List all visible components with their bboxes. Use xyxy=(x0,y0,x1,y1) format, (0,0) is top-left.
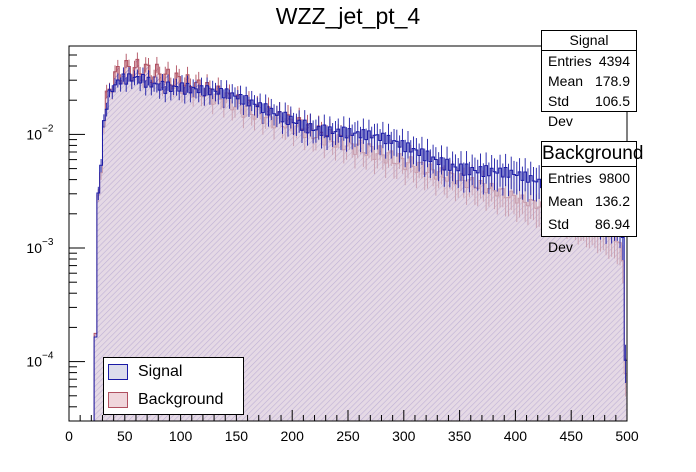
stats-signal-mean: 178.9 xyxy=(594,73,630,89)
x-tick-label: 350 xyxy=(448,428,472,444)
chart-title: WZZ_jet_pt_4 xyxy=(276,3,421,29)
legend-item-background: Background xyxy=(104,386,243,414)
stats-signal-mean-row: Mean 178.9 xyxy=(542,71,636,91)
y-tick-label: 10 xyxy=(26,240,42,256)
stats-label: Std Dev xyxy=(548,93,573,129)
x-tick-label: 450 xyxy=(560,428,584,444)
stats-background-mean: 136.2 xyxy=(594,193,630,209)
stats-signal-title: Signal xyxy=(542,31,636,51)
legend-label-signal: Signal xyxy=(138,363,183,380)
stats-signal-stddev: 106.5 xyxy=(594,93,630,109)
x-tick-label: 300 xyxy=(392,428,416,444)
stats-background-title: Background xyxy=(542,142,643,167)
stats-background-entries: 9800 xyxy=(598,170,630,186)
x-tick-label: 100 xyxy=(169,428,193,444)
x-tick-label: 250 xyxy=(336,428,360,444)
x-tick-label: 400 xyxy=(504,428,528,444)
stats-label: Std Dev xyxy=(548,216,573,255)
x-tick-label: 500 xyxy=(615,428,639,444)
series-layer xyxy=(69,52,628,422)
stats-box-signal: Signal Entries 4394 Mean 178.9 Std Dev 1… xyxy=(541,30,637,129)
legend-swatch-signal xyxy=(108,364,128,380)
stats-background-entries-row: Entries 9800 xyxy=(542,167,636,190)
stats-box-background: Background Entries 9800 Mean 136.2 Std D… xyxy=(541,141,643,255)
y-tick-exponent: −2 xyxy=(42,123,54,134)
legend-item-signal: Signal xyxy=(104,358,243,386)
legend-swatch-background xyxy=(108,392,128,408)
x-tick-label: 0 xyxy=(65,428,73,444)
y-tick-label: 10 xyxy=(26,126,42,142)
stats-label: Mean xyxy=(548,193,584,209)
x-tick-label: 50 xyxy=(117,428,133,444)
legend: Signal Background xyxy=(103,357,244,415)
x-tick-label: 150 xyxy=(225,428,249,444)
stats-label: Entries xyxy=(548,53,592,69)
stats-signal-stddev-row: Std Dev 106.5 xyxy=(542,91,636,129)
y-tick-exponent: −4 xyxy=(42,351,54,362)
stats-label: Mean xyxy=(548,73,584,89)
stats-background-mean-row: Mean 136.2 xyxy=(542,190,636,213)
legend-label-background: Background xyxy=(138,391,224,408)
stats-background-stddev: 86.94 xyxy=(594,216,630,232)
y-tick-label: 10 xyxy=(26,354,42,370)
stats-signal-entries-row: Entries 4394 xyxy=(542,51,636,71)
y-tick-exponent: −3 xyxy=(42,237,54,248)
x-tick-label: 200 xyxy=(281,428,305,444)
axes: 0 50 100 150 200 250 300 350 400 450 50010−410−310… xyxy=(26,45,639,444)
stats-signal-entries: 4394 xyxy=(598,53,630,69)
stats-background-stddev-row: Std Dev 86.94 xyxy=(542,213,636,255)
stats-label: Entries xyxy=(548,170,592,186)
